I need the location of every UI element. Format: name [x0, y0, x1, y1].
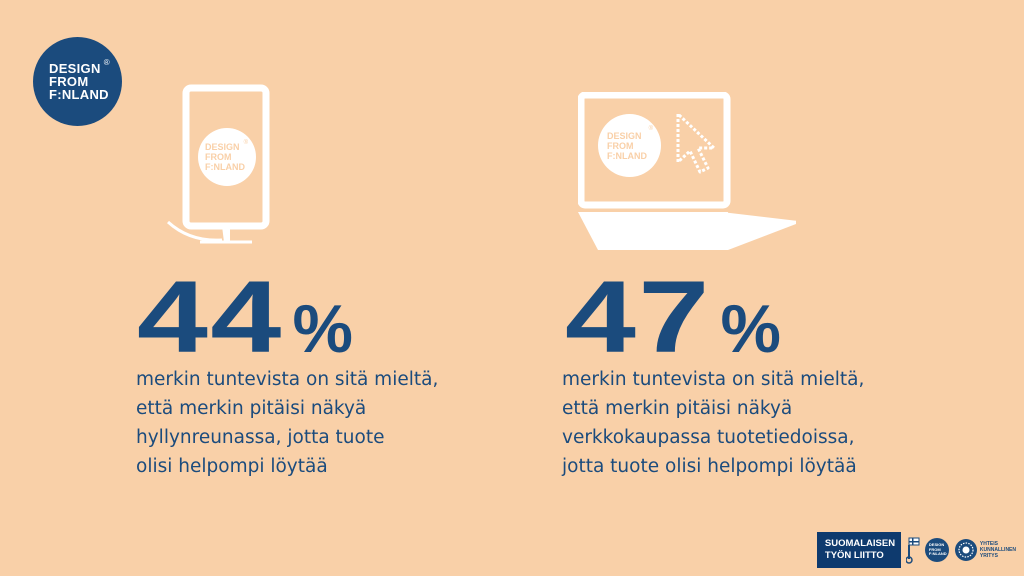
stat-right-line-3: verkkokaupassa tuotetiedoissa,	[562, 427, 855, 448]
laptop-logo-line-3: F:NLAND	[607, 150, 647, 161]
stat-left-line-4: olisi helpompi löytää	[136, 456, 328, 477]
laptop-logo-line-1: DESIGN	[607, 130, 642, 141]
stat-right-line-2: että merkin pitäisi näkyä	[562, 398, 793, 419]
mini-logo-line-3: F:NLAND	[928, 551, 947, 557]
stat-left-line-2: että merkin pitäisi näkyä	[136, 398, 367, 419]
logo-line-1: DESIGN	[49, 61, 101, 76]
yv-line-2: KUNNALLINEN	[979, 547, 1016, 553]
cursor-arrow-icon	[676, 112, 716, 174]
stat-right: 47%	[565, 260, 781, 380]
yhteiskunnallinen-yritys-logo: YHTEIS KUNNALLINEN YRITYS	[954, 538, 1016, 562]
shelf-sign-logo-line-3: F:NLAND	[205, 162, 245, 172]
shelf-sign-logo: DESIGN FROM F:NLAND ®	[198, 128, 256, 186]
logo-line-3: F:NLAND	[49, 87, 109, 102]
logo-line-2: FROM	[49, 74, 89, 89]
laptop-icon	[578, 92, 797, 250]
design-from-finland-logo: DESIGN FROM F:NLAND ®	[33, 37, 122, 126]
sun-circle-icon	[954, 539, 977, 561]
registered-mark: ®	[103, 58, 110, 67]
stat-right-number: 47	[565, 260, 712, 374]
stat-right-description: merkin tuntevista on sitä mieltä, että m…	[562, 365, 864, 481]
stat-left-percent: %	[292, 291, 355, 367]
mini-design-from-finland-logo: DESIGN FROM F:NLAND	[924, 538, 949, 562]
stat-left-line-1: merkin tuntevista on sitä mieltä,	[136, 369, 439, 390]
stat-left-line-3: hyllynreunassa, jotta tuote	[136, 427, 385, 448]
stat-left-description: merkin tuntevista on sitä mieltä, että m…	[136, 365, 438, 481]
stl-line-1: SUOMALAISEN	[824, 538, 896, 549]
mini-logo-line-1: DESIGN	[928, 542, 945, 548]
shelf-sign-icon	[166, 84, 270, 244]
stat-left: 44%	[137, 260, 353, 380]
stat-right-line-1: merkin tuntevista on sitä mieltä,	[562, 369, 865, 390]
shelf-sign-logo-line-2: FROM	[205, 152, 232, 162]
stat-right-percent: %	[720, 291, 783, 367]
yhteis-text: YHTEIS KUNNALLINEN YRITYS	[980, 541, 1016, 559]
stat-right-line-4: jotta tuote olisi helpompi löytää	[562, 456, 857, 477]
laptop-logo-line-2: FROM	[607, 140, 634, 151]
key-flag-icon	[905, 537, 920, 564]
laptop-registered-mark: ®	[648, 126, 653, 132]
yv-line-3: YRITYS	[979, 553, 998, 559]
mini-logo-line-2: FROM	[928, 546, 941, 552]
suomalaisen-tyon-liitto-logo: SUOMALAISEN TYÖN LIITTO	[816, 532, 901, 568]
shelf-sign-logo-line-1: DESIGN	[205, 142, 240, 152]
stat-left-number: 44	[137, 260, 284, 374]
shelf-sign-registered-mark: ®	[243, 140, 248, 146]
laptop-screen-logo: DESIGN FROM F:NLAND ®	[598, 114, 661, 177]
yv-line-1: YHTEIS	[979, 541, 998, 547]
footer-logos: SUOMALAISEN TYÖN LIITTO DESIGN FROM F:NL…	[816, 532, 1016, 568]
stl-line-2: TYÖN LIITTO	[824, 550, 884, 561]
